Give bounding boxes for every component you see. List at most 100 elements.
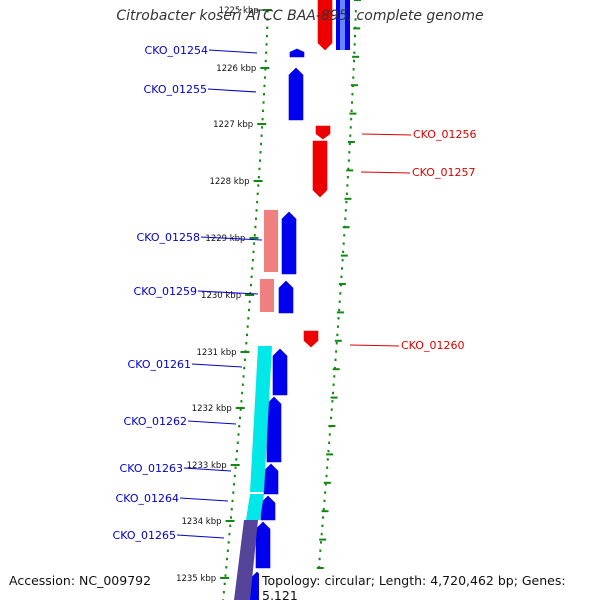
forward-gene-label: CKO_01262	[124, 415, 187, 428]
inner-ring-dot	[247, 317, 250, 320]
outer-ring-dot	[338, 300, 341, 303]
outer-ring-dot	[322, 508, 325, 511]
inner-ring-dot	[260, 134, 263, 137]
forward-gene-label: CKO_01255	[144, 83, 207, 96]
outer-ring-dot	[342, 242, 345, 245]
tick-label: 1226 kbp	[216, 64, 256, 74]
inner-ring-dot	[239, 408, 242, 411]
forward-cds-arrow	[263, 463, 279, 495]
inner-ring-dot	[257, 176, 260, 179]
reverse-cds-arrow	[315, 125, 331, 140]
outer-ring-dot	[320, 532, 323, 536]
outer-ring-dot	[319, 549, 322, 552]
outer-ring-dot	[345, 200, 348, 204]
inner-ring-dot	[230, 508, 233, 511]
outer-ring-dot	[342, 250, 345, 254]
outer-ring-dot	[320, 541, 323, 544]
inner-ring-dot	[261, 117, 264, 121]
inner-ring-dot	[258, 159, 261, 162]
forward-gene-label: CKO_01258	[137, 231, 200, 244]
outer-ring-dot	[328, 433, 331, 436]
outer-ring-dot	[332, 391, 335, 395]
outer-ring-dot	[353, 59, 356, 63]
inner-ring-dot	[248, 300, 251, 303]
inner-ring-dot	[229, 516, 232, 519]
outer-ring-dot	[333, 366, 336, 370]
tick-label: 1231 kbp	[196, 348, 236, 358]
outer-ring-dot	[354, 34, 357, 38]
forward-gene-label: CKO_01265	[113, 529, 176, 542]
inner-ring-dot	[233, 483, 236, 486]
forward-gene-label: CKO_01254	[145, 44, 208, 57]
outer-ring-dot	[326, 466, 329, 469]
reverse-cds-arrow	[303, 330, 319, 348]
outer-ring-dot	[351, 101, 354, 104]
inner-ring-dot	[265, 34, 268, 38]
inner-ring-dot	[245, 342, 248, 345]
inner-ring-dot	[251, 259, 254, 262]
inner-ring-dot	[225, 566, 228, 569]
outer-ring-dot	[340, 275, 343, 278]
outer-ring-dot	[330, 408, 333, 411]
tick-label: 1234 kbp	[181, 517, 221, 527]
inner-ring-dot	[266, 10, 269, 13]
inner-ring-dot	[248, 308, 251, 312]
outer-ring-dot	[318, 557, 321, 561]
tick-label: 1235 kbp	[176, 574, 216, 584]
reverse-cds-arrow	[317, 0, 333, 51]
purple-track-band	[234, 520, 258, 600]
reverse-cds-arrow	[312, 140, 328, 198]
inner-ring-dot	[263, 76, 266, 79]
inner-ring-dot	[242, 375, 245, 378]
tick-label: 1227 kbp	[213, 120, 253, 130]
map-title: Citrobacter koseri ATCC BAA-895, complet…	[116, 8, 484, 24]
forward-cds-arrow	[255, 521, 271, 569]
inner-ring-dot	[241, 383, 244, 386]
outer-ring-dot	[341, 259, 344, 262]
inner-ring-dot	[251, 267, 254, 270]
inner-ring-dot	[234, 466, 237, 469]
inner-ring-dot	[236, 441, 239, 444]
outer-ring-dot	[333, 375, 336, 378]
tick-label: 1233 kbp	[187, 461, 227, 471]
tick-label: 1230 kbp	[201, 291, 241, 301]
inner-ring-dot	[265, 43, 268, 46]
reverse-leader-line	[349, 344, 400, 347]
outer-ring-dot	[321, 524, 324, 527]
tick-label: 1228 kbp	[209, 177, 249, 187]
outer-ring-dot	[326, 458, 329, 461]
cyan-track-band	[250, 346, 272, 492]
outer-ring-dot	[327, 449, 330, 453]
inner-ring-dot	[240, 400, 243, 403]
tick-label: 1225 kbp	[219, 6, 259, 16]
outer-ring-dot	[334, 358, 337, 361]
topology-text: Topology: circular; Length: 4,720,462 bp…	[259, 573, 600, 600]
outer-ring-dot	[348, 142, 351, 146]
outer-ring-dot	[349, 134, 352, 137]
reverse-leader-line	[361, 133, 412, 136]
inner-ring-dot	[227, 541, 230, 544]
inner-ring-dot	[254, 225, 257, 229]
inner-ring-dot	[262, 101, 265, 104]
tick-label: 1232 kbp	[192, 404, 232, 414]
outer-ring-dot	[345, 192, 348, 195]
inner-ring-dot	[261, 126, 264, 129]
outer-ring-dot	[344, 209, 347, 212]
outer-ring-dot	[352, 68, 355, 71]
forward-cds-arrow	[272, 348, 288, 396]
inner-ring-dot	[246, 333, 249, 337]
outer-ring-dot	[331, 400, 334, 403]
outer-ring-dot	[339, 283, 342, 287]
inner-ring-dot	[258, 167, 261, 171]
forward-cds-arrow	[266, 396, 282, 463]
outer-ring-dot	[330, 416, 333, 420]
inner-ring-dot	[255, 209, 258, 212]
forward-rna-feature	[264, 210, 278, 272]
outer-ring-dot	[347, 167, 350, 171]
forward-leader-line	[176, 534, 225, 539]
forward-leader-line	[207, 88, 257, 93]
inner-ring-dot	[262, 109, 265, 112]
forward-leader-line	[179, 497, 229, 502]
inner-ring-dot	[256, 192, 259, 195]
